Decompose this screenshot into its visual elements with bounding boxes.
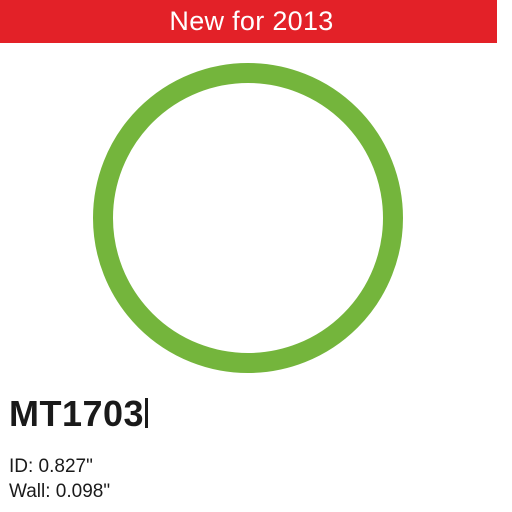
new-banner: New for 2013	[0, 0, 497, 43]
spec-inner-diameter: ID: 0.827"	[9, 456, 93, 477]
banner-text: New for 2013	[169, 6, 334, 36]
text-cursor	[145, 398, 149, 428]
o-ring-graphic	[93, 63, 403, 373]
part-number: MT1703	[9, 392, 149, 436]
o-ring-image	[92, 62, 404, 374]
spec-wall-thickness: Wall: 0.098"	[9, 481, 111, 502]
part-number-text: MT1703	[9, 393, 145, 434]
o-ring-circle	[93, 63, 403, 373]
